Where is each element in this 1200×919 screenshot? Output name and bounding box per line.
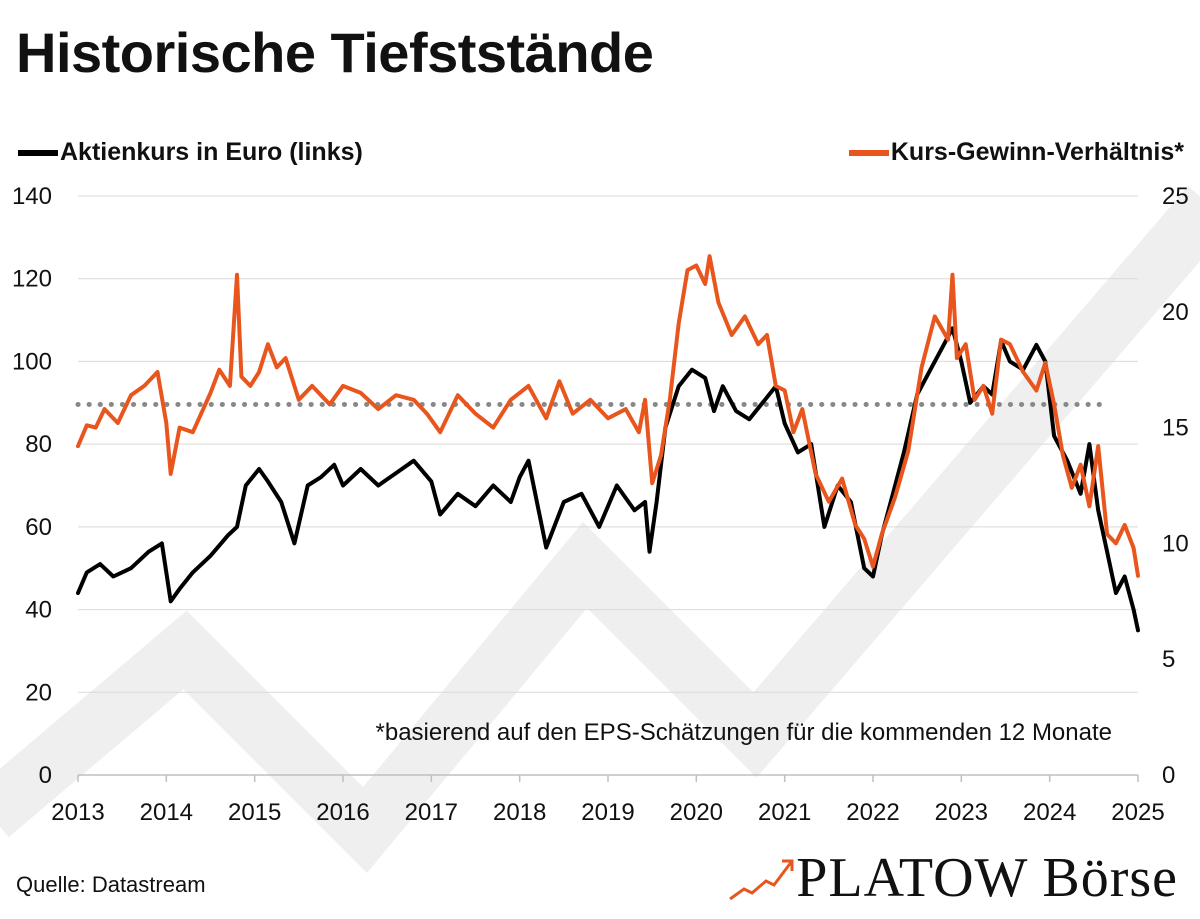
y-right-tick-label: 15 <box>1162 415 1189 442</box>
legend-pe-ratio: Kurs-Gewinn-Verhältnis* <box>848 138 1184 167</box>
y-left-tick-label: 120 <box>12 266 52 293</box>
x-tick-label: 2019 <box>581 799 634 826</box>
legend-label-stock-price: Aktienkurs in Euro (links) <box>60 138 363 166</box>
y-left-tick-label: 140 <box>12 183 52 210</box>
y-right-tick-label: 20 <box>1162 299 1189 326</box>
x-tick-label: 2020 <box>670 799 723 826</box>
y-right-tick-label: 5 <box>1162 646 1175 673</box>
legend-swatch-stock-price <box>18 149 58 156</box>
x-tick-label: 2013 <box>51 799 104 826</box>
series-line-pe-ratio <box>76 254 1140 578</box>
legend-stock-price: Aktienkurs in Euro (links) <box>18 138 363 167</box>
chart-title: Historische Tiefststände <box>16 21 654 84</box>
x-tick-label: 2024 <box>1023 799 1076 826</box>
y-left-tick-label: 100 <box>12 348 52 375</box>
x-tick-label: 2014 <box>140 799 193 826</box>
y-right-tick-label: 10 <box>1162 530 1189 557</box>
y-left-tick-label: 20 <box>25 679 52 706</box>
watermark-arrow <box>0 186 1200 874</box>
x-tick-label: 2025 <box>1111 799 1164 826</box>
y-right-tick-label: 0 <box>1162 762 1175 789</box>
legend-label-pe-ratio: Kurs-Gewinn-Verhältnis* <box>890 138 1184 166</box>
brand-logo: PLATOW Börse <box>726 846 1178 910</box>
x-tick-label: 2023 <box>935 799 988 826</box>
y-left-tick-label: 60 <box>25 514 52 541</box>
footnote-text: *basierend auf den EPS-Schätzungen für d… <box>376 719 1112 746</box>
x-tick-label: 2015 <box>228 799 281 826</box>
y-right-tick-label: 25 <box>1162 183 1189 210</box>
x-tick-label: 2016 <box>316 799 369 826</box>
y-left-tick-label: 0 <box>39 762 52 789</box>
x-tick-label: 2021 <box>758 799 811 826</box>
legend-swatch-pe-ratio <box>848 149 889 156</box>
brand-name: PLATOW Börse <box>796 847 1178 909</box>
y-left-tick-label: 40 <box>25 597 52 624</box>
x-tick-label: 2018 <box>493 799 546 826</box>
source-text: Quelle: Datastream <box>16 872 206 897</box>
x-tick-label: 2022 <box>846 799 899 826</box>
x-tick-label: 2017 <box>405 799 458 826</box>
y-left-tick-label: 80 <box>25 431 52 458</box>
brand-trend-icon <box>729 859 794 901</box>
